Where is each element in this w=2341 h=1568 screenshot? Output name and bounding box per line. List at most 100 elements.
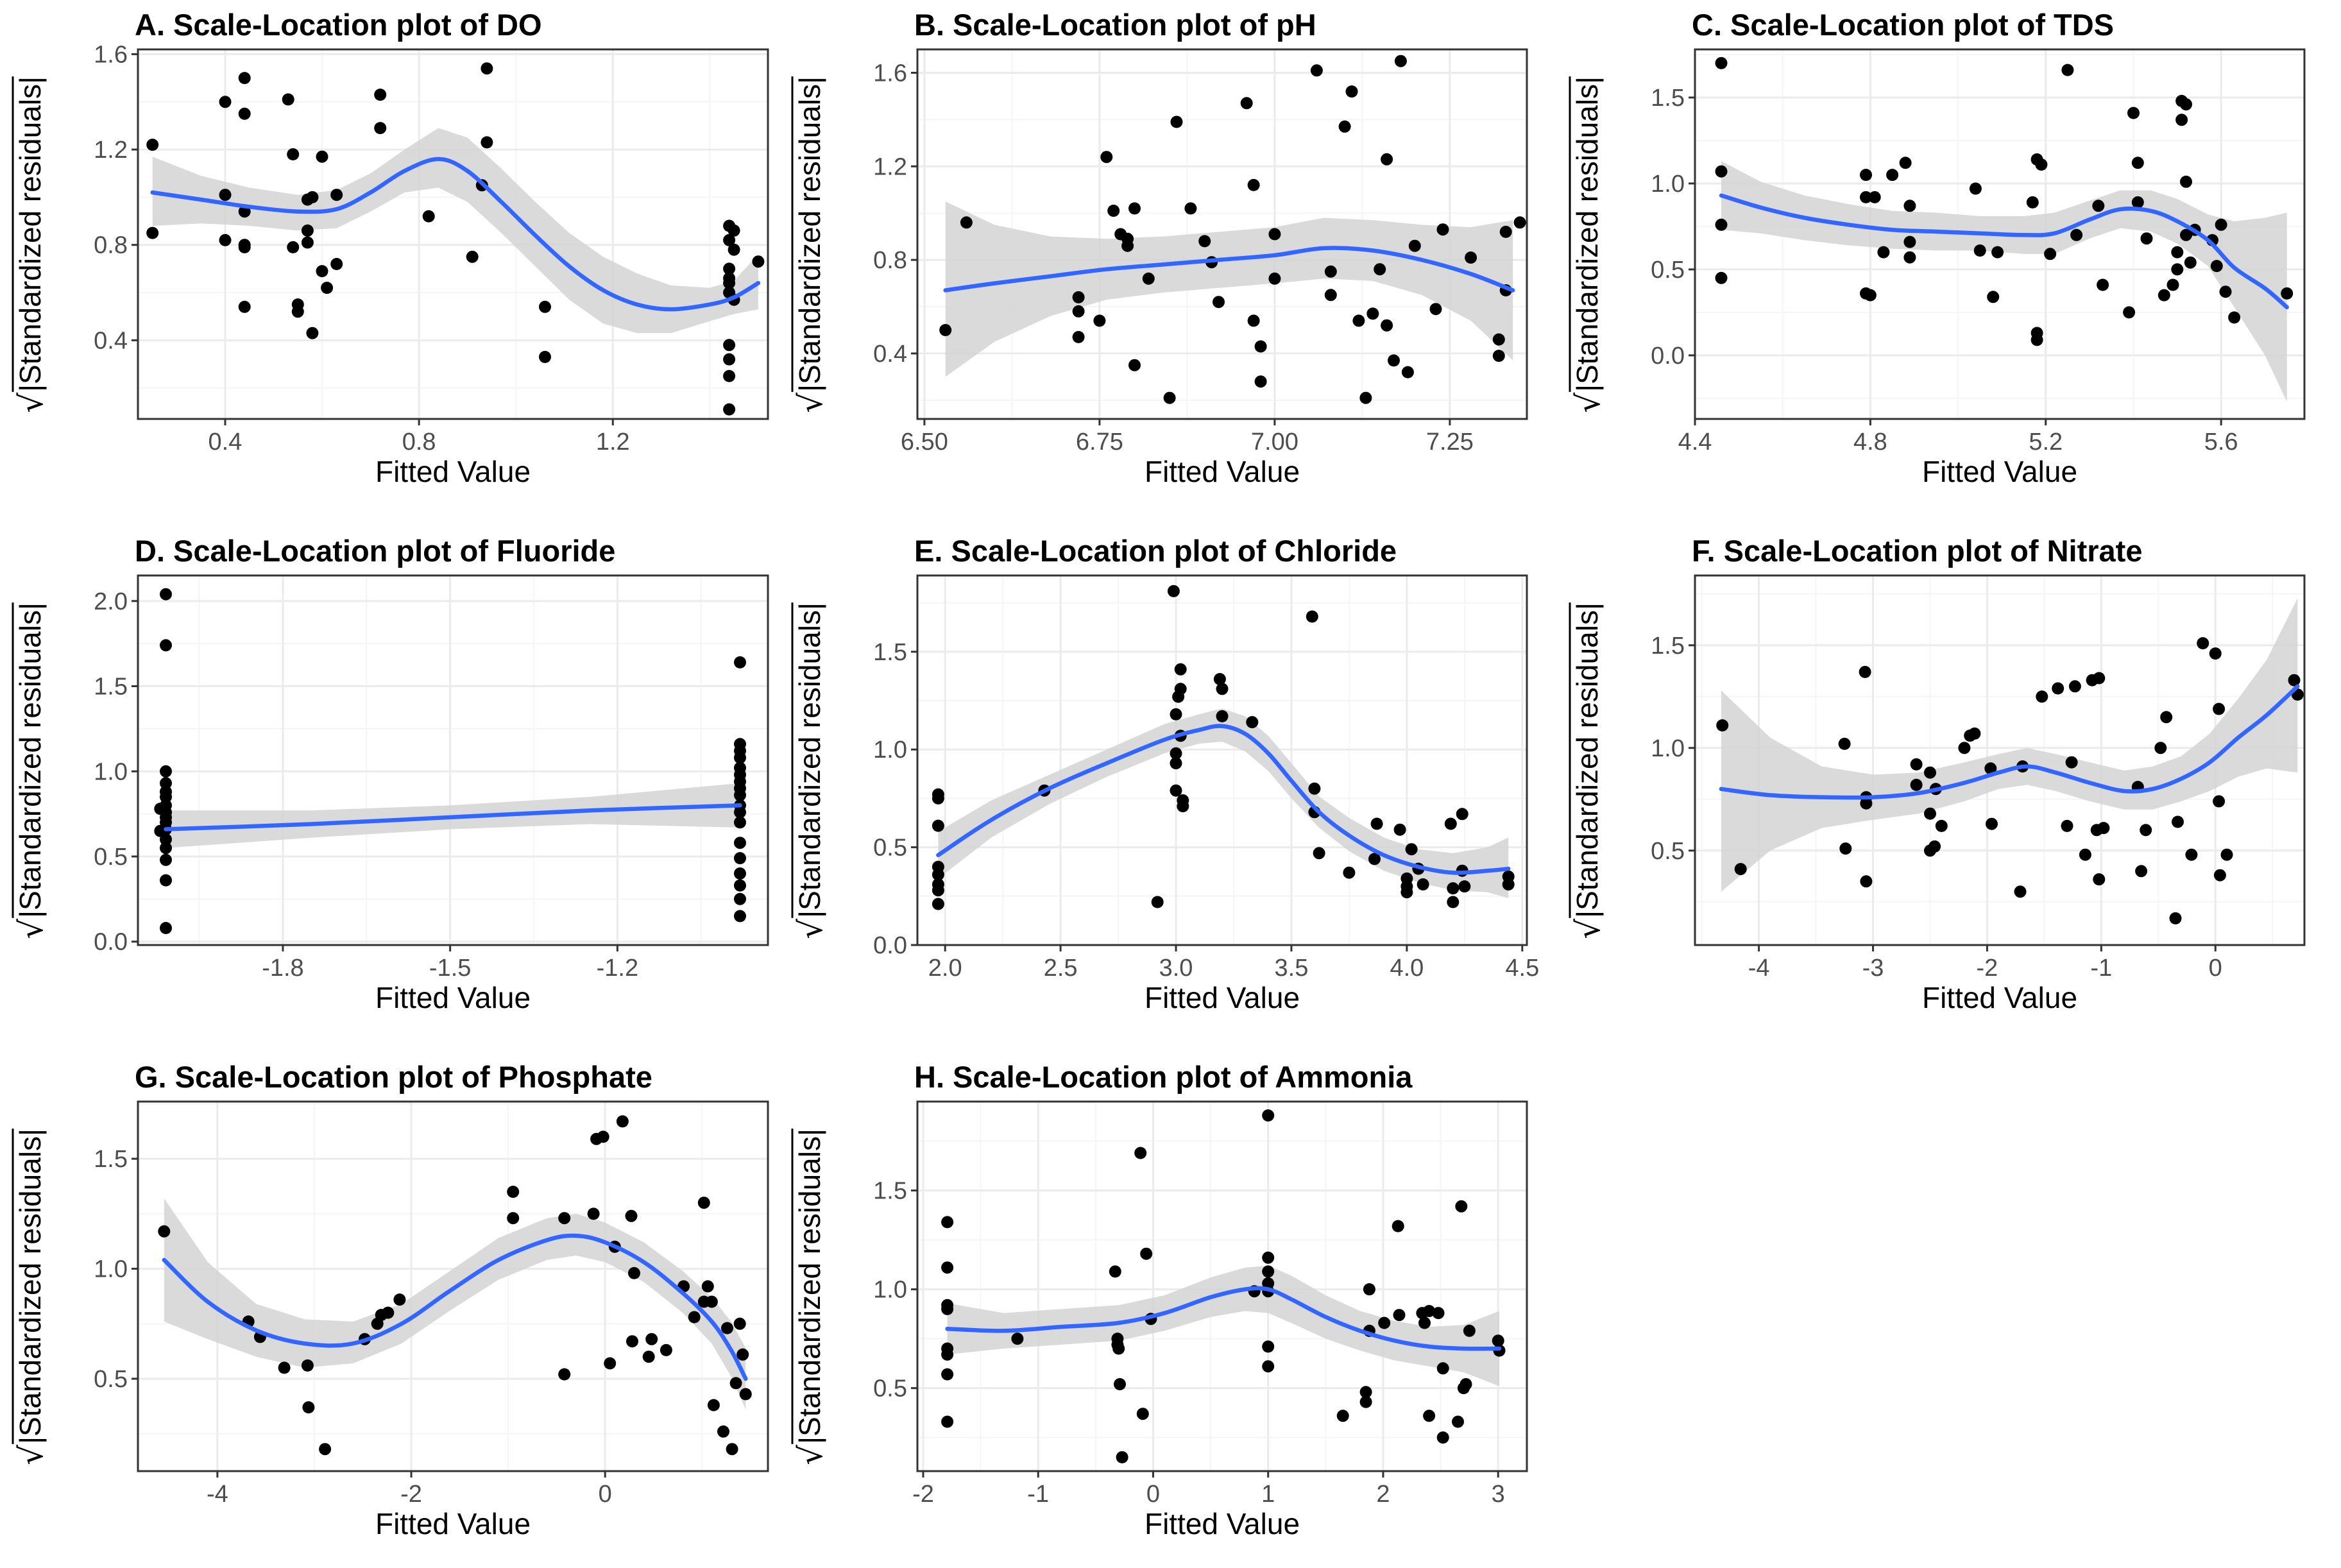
- y-axis-label-text: |Standardized residuals|: [793, 1129, 826, 1444]
- y-axis-label: |Standardized residuals|√: [791, 602, 830, 939]
- x-tick-label: 7.25: [1426, 429, 1474, 456]
- data-point: [1984, 762, 1997, 775]
- data-point: [1499, 225, 1512, 238]
- x-tick-label: 0: [599, 1481, 612, 1508]
- data-point: [597, 1130, 609, 1143]
- data-point: [1174, 683, 1187, 695]
- data-point: [1366, 307, 1379, 320]
- data-point: [2131, 157, 2144, 169]
- plot-area: [146, 62, 765, 416]
- data-point: [1394, 55, 1407, 67]
- panel-border: [137, 1100, 769, 1472]
- data-point: [1455, 1200, 1468, 1213]
- y-tick-label: 1.2: [873, 153, 907, 180]
- data-point: [291, 305, 304, 318]
- plot-background: [917, 575, 1527, 945]
- y-axis-label: |Standardized residuals|√: [12, 602, 50, 939]
- data-point: [941, 1415, 954, 1428]
- data-point: [734, 837, 746, 849]
- data-point: [1715, 271, 1728, 284]
- data-point: [1170, 747, 1182, 760]
- smooth-line: [1719, 684, 2300, 800]
- data-point: [1167, 584, 1180, 597]
- data-point: [1246, 716, 1259, 729]
- x-tick-label: 6.50: [901, 429, 948, 456]
- data-point: [1417, 878, 1429, 891]
- data-point: [1408, 239, 1421, 252]
- data-point: [1306, 610, 1318, 623]
- data-point: [1310, 64, 1323, 77]
- y-axis-label: |Standardized residuals|√: [12, 1129, 50, 1465]
- data-point: [1928, 840, 1941, 853]
- data-point: [1734, 863, 1747, 876]
- sqrt-symbol-icon: √: [13, 393, 50, 413]
- data-point: [422, 210, 435, 223]
- data-point: [160, 922, 172, 934]
- data-point: [626, 1335, 638, 1348]
- x-tick-label: 4.4: [1678, 429, 1712, 456]
- data-point: [1839, 842, 1852, 855]
- data-point: [316, 150, 328, 163]
- smooth-line: [150, 157, 761, 312]
- y-tick-label: 1.0: [94, 758, 128, 785]
- data-point: [301, 224, 314, 237]
- data-point: [1973, 244, 1986, 257]
- data-point: [734, 867, 746, 880]
- data-point: [2044, 248, 2057, 260]
- data-point: [481, 62, 493, 75]
- data-point: [1860, 169, 1872, 182]
- x-axis-label: Fitted Value: [1922, 455, 2077, 488]
- data-point: [1378, 1317, 1391, 1329]
- data-point: [238, 72, 251, 85]
- data-point: [1860, 191, 1872, 203]
- sqrt-symbol-icon: √: [792, 393, 830, 413]
- panel-f: -4 -3 -2 -1 0 0.5 1.0 1.5 F. Scale-Location plot…: [1569, 534, 2306, 1014]
- data-point: [1969, 182, 1982, 195]
- data-point: [1838, 737, 1851, 750]
- data-point: [1308, 782, 1321, 795]
- data-point: [1114, 1378, 1126, 1390]
- data-point: [1336, 1410, 1349, 1422]
- data-point: [628, 1266, 640, 1279]
- chart-title: H. Scale-Location plot of Ammonia: [914, 1060, 1413, 1094]
- x-axis-label: Fitted Value: [1145, 455, 1300, 488]
- data-point: [2036, 690, 2048, 703]
- x-tick-label: 2.0: [928, 955, 962, 982]
- data-point: [539, 350, 551, 363]
- data-point: [723, 353, 736, 366]
- data-point: [1968, 727, 1981, 740]
- data-point: [1359, 1386, 1372, 1399]
- data-point: [1163, 391, 1176, 404]
- data-point: [733, 1317, 746, 1330]
- data-point: [2197, 637, 2209, 650]
- data-point: [932, 898, 944, 910]
- data-point: [734, 816, 746, 829]
- data-point: [1910, 758, 1923, 771]
- data-point: [2166, 278, 2179, 291]
- smooth-line: [1719, 193, 2289, 310]
- data-point: [330, 258, 343, 270]
- data-point: [1393, 823, 1406, 836]
- data-point: [287, 148, 300, 160]
- panel-g: -4 -2 0 0.5 1.0 1.5 G. Scale-Location plot of …: [12, 1060, 769, 1540]
- data-point: [1429, 303, 1442, 316]
- y-tick-label: 1.5: [1651, 633, 1685, 660]
- panel-b: 6.50 6.75 7.00 7.25 0.4 0.8 1.2 1.6 B. Scale-Loc…: [791, 8, 1528, 488]
- data-point: [316, 265, 328, 278]
- data-point: [1715, 218, 1728, 231]
- data-point: [616, 1115, 629, 1128]
- data-point: [278, 1361, 291, 1374]
- data-point: [287, 241, 300, 253]
- panel-e: 2.0 2.5 3.0 3.5 4.0 4.5 0.0 0.5 1.0 1.5 E. Scale-L…: [791, 534, 1539, 1014]
- panel-c: 4.4 4.8 5.2 5.6 0.0 0.5 1.0 1.5 C. Scale-Locatio…: [1569, 8, 2306, 488]
- data-point: [941, 1302, 954, 1315]
- chart-title: G. Scale-Location plot of Phosphate: [135, 1060, 652, 1094]
- x-axis-label: Fitted Value: [375, 981, 531, 1014]
- data-point: [2035, 158, 2048, 171]
- x-tick-label: -4: [1748, 955, 1770, 982]
- data-point: [1011, 1333, 1024, 1345]
- data-point: [2030, 327, 2043, 339]
- data-point: [1447, 896, 1460, 908]
- x-tick-label: -1: [1027, 1481, 1049, 1508]
- data-point: [1359, 391, 1372, 404]
